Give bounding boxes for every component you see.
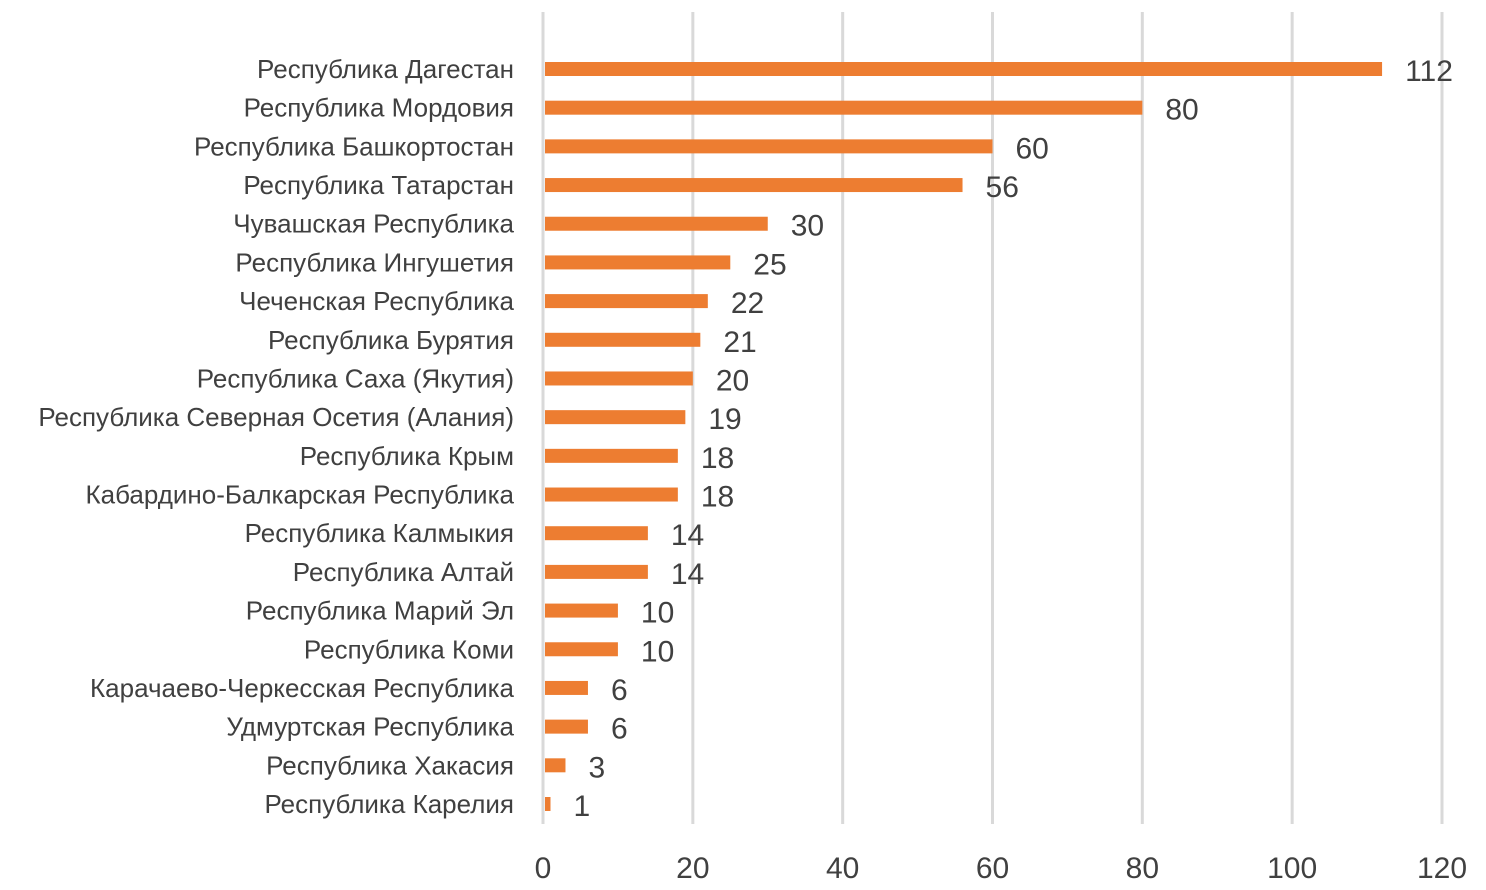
data-label: 10: [641, 635, 674, 668]
category-label: Республика Коми: [304, 634, 514, 664]
data-label: 56: [986, 171, 1019, 204]
data-label: 14: [671, 519, 704, 552]
bar: [545, 294, 708, 309]
data-label: 6: [611, 674, 628, 707]
data-label: 18: [701, 442, 734, 475]
bars: [545, 62, 1383, 811]
category-label: Чувашская Республика: [233, 209, 514, 239]
x-tick-label: 80: [1126, 852, 1159, 885]
bar: [545, 603, 618, 618]
x-tick-label: 0: [535, 852, 552, 885]
x-tick-label: 40: [826, 852, 859, 885]
category-label: Республика Северная Осетия (Алания): [38, 402, 514, 432]
bar: [545, 100, 1143, 115]
category-label: Республика Крым: [300, 441, 514, 471]
category-label: Чеченская Республика: [239, 286, 514, 316]
category-label: Республика Татарстан: [243, 170, 514, 200]
data-label: 19: [708, 403, 741, 436]
data-label: 20: [716, 364, 749, 397]
data-label: 112: [1405, 55, 1453, 88]
category-label: Республика Дагестан: [257, 54, 514, 84]
x-tick-label: 120: [1417, 852, 1467, 885]
bar: [545, 178, 963, 193]
category-label: Республика Марий Эл: [246, 596, 514, 626]
x-tick-label: 60: [976, 852, 1009, 885]
bar: [545, 332, 701, 347]
bar: [545, 487, 678, 502]
category-label: Удмуртская Республика: [226, 712, 514, 742]
data-label: 22: [731, 287, 764, 320]
data-label: 3: [588, 751, 605, 784]
data-label: 25: [753, 248, 786, 281]
data-label: 1: [573, 790, 590, 823]
data-label: 10: [641, 597, 674, 630]
bar: [545, 564, 648, 579]
x-axis-tick-labels: 0 20 40 60 80 100 120: [535, 852, 1467, 885]
category-label: Карачаево-Черкесская Республика: [90, 673, 515, 703]
category-label: Республика Карелия: [264, 789, 514, 819]
category-labels: Республика Дагестан Республика Мордовия Ре…: [38, 54, 514, 819]
bar: [545, 139, 993, 154]
data-label: 21: [723, 326, 756, 359]
bar: [545, 719, 588, 734]
bar: [545, 216, 768, 231]
bar: [545, 797, 551, 811]
category-label: Кабардино-Балкарская Республика: [85, 480, 514, 510]
data-label: 80: [1165, 94, 1198, 127]
data-label: 60: [1016, 132, 1049, 165]
data-label: 18: [701, 481, 734, 514]
bar: [545, 526, 648, 541]
category-label: Республика Алтай: [293, 557, 514, 587]
bar: [545, 642, 618, 657]
bar: [545, 371, 693, 386]
category-label: Республика Хакасия: [266, 750, 514, 780]
category-label: Республика Бурятия: [268, 325, 514, 355]
category-label: Республика Башкортостан: [194, 131, 514, 161]
data-label: 14: [671, 558, 704, 591]
category-label: Республика Саха (Якутия): [197, 363, 514, 393]
category-label: Республика Калмыкия: [245, 518, 514, 548]
bar: [545, 255, 731, 270]
bar: [545, 758, 566, 773]
bar: [545, 62, 1383, 76]
bar: [545, 410, 686, 425]
data-label: 30: [791, 210, 824, 243]
bar: [545, 680, 588, 695]
category-label: Республика Ингушетия: [235, 247, 514, 277]
x-tick-label: 100: [1267, 852, 1317, 885]
bar: [545, 448, 678, 463]
x-tick-label: 20: [676, 852, 709, 885]
category-label: Республика Мордовия: [244, 93, 514, 123]
data-label: 6: [611, 713, 628, 746]
